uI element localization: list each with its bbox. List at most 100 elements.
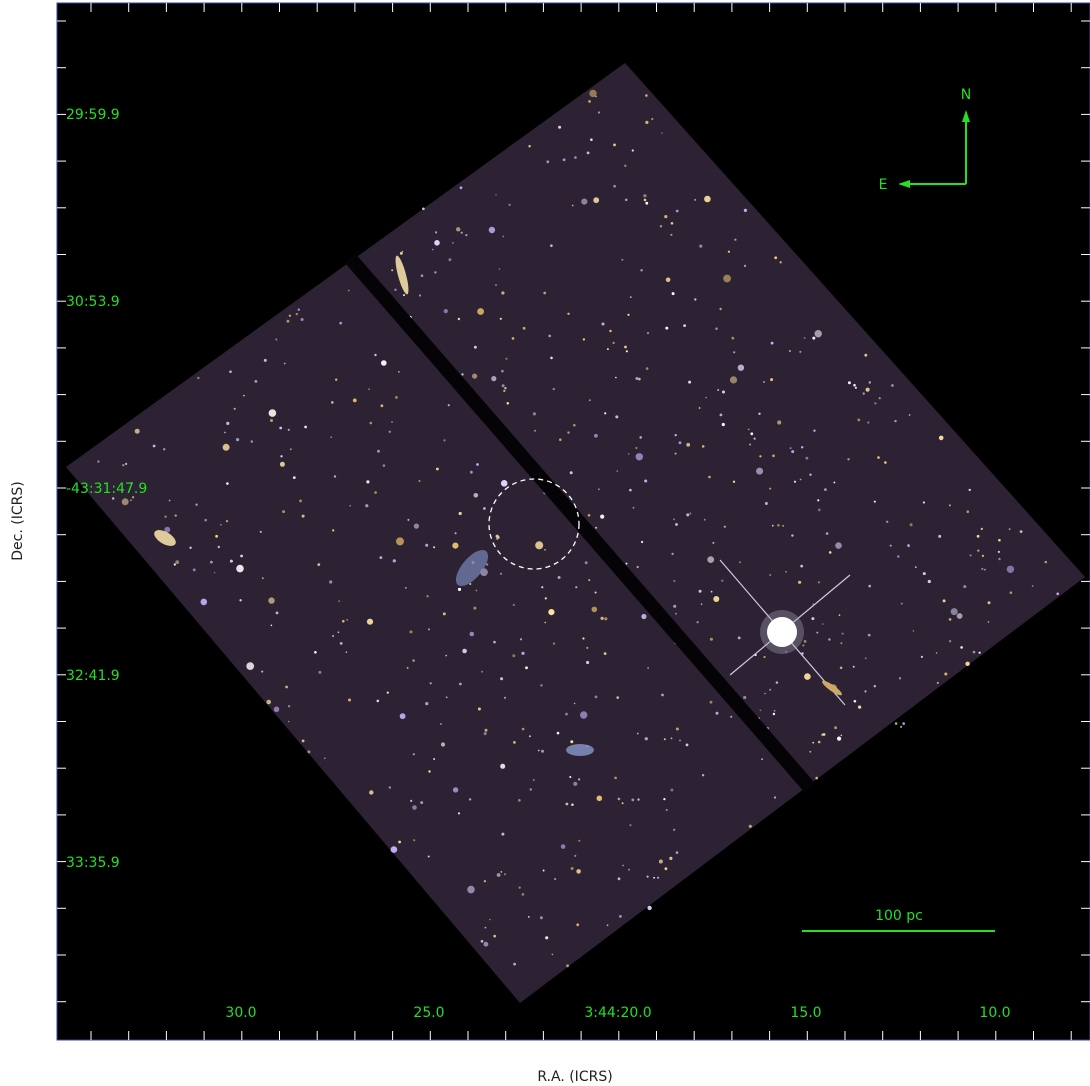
star bbox=[518, 799, 521, 802]
star bbox=[290, 448, 292, 450]
star bbox=[963, 585, 966, 588]
star bbox=[722, 423, 725, 426]
star bbox=[637, 733, 639, 735]
star bbox=[666, 278, 671, 283]
star bbox=[982, 555, 984, 557]
image-viewer: N E 100 pc R.A. (ICRS) Dec. (ICRS) 30.02… bbox=[0, 0, 1090, 1086]
star bbox=[913, 630, 915, 632]
star bbox=[699, 590, 702, 593]
star bbox=[512, 337, 515, 340]
star bbox=[764, 693, 766, 695]
star bbox=[728, 251, 730, 253]
star bbox=[864, 354, 867, 357]
star bbox=[500, 764, 505, 769]
star bbox=[733, 351, 735, 353]
star bbox=[816, 632, 818, 634]
star bbox=[804, 673, 811, 680]
star bbox=[774, 796, 776, 798]
star bbox=[301, 318, 304, 321]
star bbox=[676, 851, 679, 854]
star bbox=[296, 313, 298, 315]
star bbox=[744, 265, 746, 267]
star bbox=[530, 788, 532, 790]
star bbox=[545, 936, 548, 939]
star bbox=[923, 501, 925, 503]
star bbox=[348, 290, 350, 292]
y-tick-label: 30:53.9 bbox=[66, 294, 120, 310]
star bbox=[422, 208, 425, 211]
star bbox=[367, 619, 373, 625]
star bbox=[484, 942, 489, 947]
star bbox=[544, 549, 546, 551]
star bbox=[210, 561, 213, 564]
star bbox=[717, 389, 719, 391]
star bbox=[570, 740, 573, 743]
star bbox=[834, 482, 836, 484]
star bbox=[647, 876, 649, 878]
star bbox=[763, 656, 765, 658]
star bbox=[561, 844, 566, 849]
star bbox=[299, 500, 302, 503]
star bbox=[433, 758, 435, 760]
star bbox=[486, 563, 488, 565]
star bbox=[567, 431, 569, 433]
star bbox=[949, 618, 952, 621]
star bbox=[522, 893, 525, 896]
star bbox=[163, 448, 165, 450]
star bbox=[405, 587, 407, 589]
star bbox=[625, 199, 628, 202]
star bbox=[979, 652, 981, 654]
star bbox=[489, 227, 495, 233]
star bbox=[615, 415, 618, 418]
star bbox=[594, 434, 598, 438]
star bbox=[585, 561, 588, 564]
star bbox=[383, 464, 386, 467]
star bbox=[794, 481, 796, 483]
star bbox=[592, 607, 598, 613]
star bbox=[175, 514, 177, 516]
star bbox=[791, 450, 794, 453]
star bbox=[647, 332, 649, 334]
star bbox=[538, 750, 540, 752]
star bbox=[255, 380, 258, 383]
star bbox=[503, 390, 505, 392]
star bbox=[669, 857, 672, 860]
star bbox=[716, 712, 719, 715]
star bbox=[226, 422, 229, 425]
star bbox=[626, 350, 628, 352]
star bbox=[754, 438, 756, 440]
star bbox=[525, 666, 528, 669]
star bbox=[571, 867, 574, 870]
star bbox=[645, 202, 648, 205]
star bbox=[641, 541, 643, 543]
star bbox=[444, 309, 448, 313]
star bbox=[472, 374, 477, 379]
star bbox=[389, 786, 391, 788]
star bbox=[407, 667, 409, 669]
star bbox=[387, 692, 389, 694]
star bbox=[626, 563, 628, 565]
star bbox=[428, 770, 430, 772]
galaxy bbox=[566, 744, 594, 756]
star bbox=[574, 855, 576, 857]
star bbox=[731, 337, 734, 340]
star bbox=[699, 245, 702, 248]
star bbox=[704, 519, 706, 521]
star bbox=[749, 825, 752, 828]
star bbox=[869, 381, 871, 383]
star bbox=[697, 621, 699, 623]
star bbox=[637, 798, 639, 800]
star bbox=[175, 560, 179, 564]
star bbox=[201, 599, 208, 606]
star bbox=[676, 210, 679, 213]
star bbox=[279, 427, 282, 430]
star bbox=[484, 880, 486, 882]
star bbox=[675, 453, 677, 455]
star bbox=[331, 401, 334, 404]
star bbox=[969, 489, 971, 491]
star bbox=[583, 338, 585, 340]
star bbox=[750, 432, 753, 435]
star bbox=[473, 607, 476, 610]
star bbox=[593, 197, 599, 203]
star bbox=[499, 268, 501, 270]
